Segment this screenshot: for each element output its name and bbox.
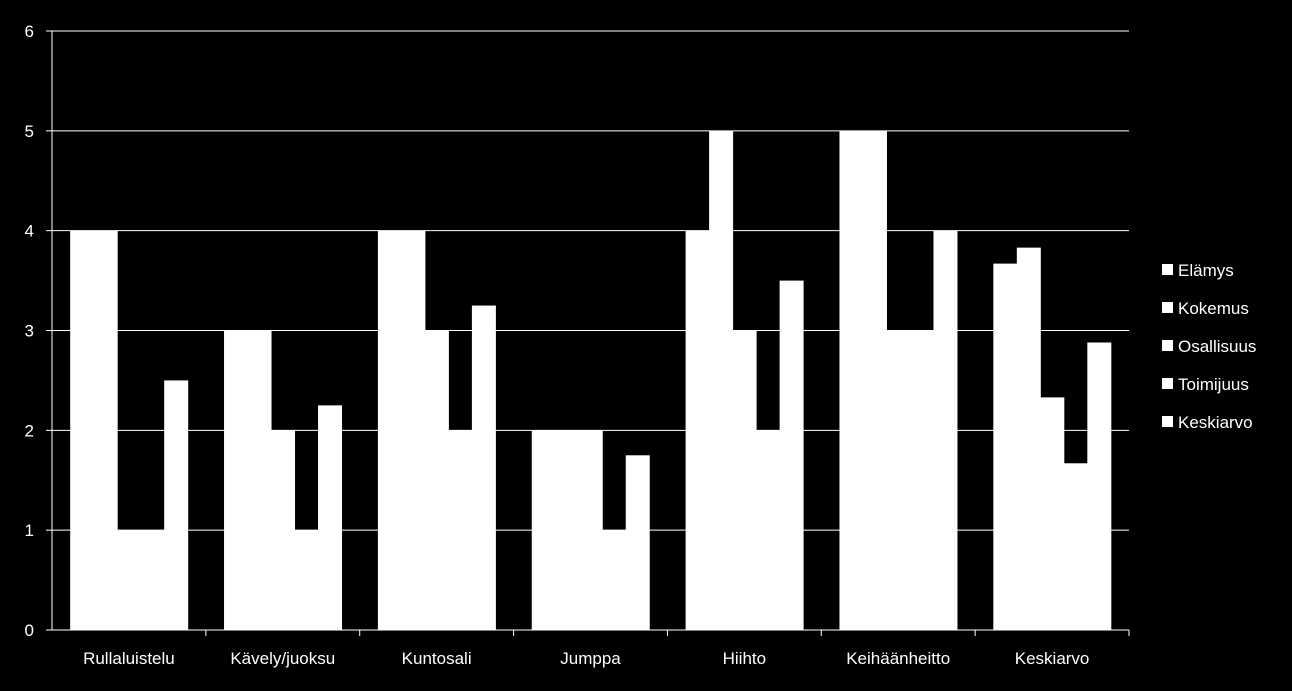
bar-kuntosali-elamys	[377, 230, 402, 630]
bar-jumppa-osallisuus	[578, 430, 603, 630]
bar-kavely-juoksu-toimijuus	[294, 530, 319, 630]
legend-label-osallisuus: Osallisuus	[1178, 337, 1256, 356]
bar-keihaanheitto-keskiarvo	[933, 230, 958, 630]
bar-kuntosali-kokemus	[401, 230, 426, 630]
bar-kavely-juoksu-osallisuus	[271, 430, 296, 630]
bar-jumppa-toimijuus	[602, 530, 627, 630]
y-axis-ticks: 0 1 2 3 4 5 6	[25, 22, 52, 640]
bar-keskiarvo-toimijuus	[1063, 463, 1088, 630]
bar-keskiarvo-keskiarvo	[1087, 342, 1112, 630]
legend-label-kokemus: Kokemus	[1178, 299, 1249, 318]
bar-kuntosali-keskiarvo	[471, 305, 496, 630]
legend-swatch-kokemus	[1162, 302, 1173, 313]
bar-keihaanheitto-elamys	[839, 130, 864, 631]
y-tick-label: 4	[25, 222, 34, 241]
x-tick-label: Rullaluistelu	[83, 649, 175, 668]
y-tick-label: 5	[25, 122, 34, 141]
bar-rullaluistelu-elamys	[70, 230, 95, 630]
bar-keskiarvo-kokemus	[1016, 247, 1041, 630]
bar-keihaanheitto-kokemus	[862, 130, 887, 631]
bar-kavely-juoksu-kokemus	[247, 330, 272, 630]
bar-rullaluistelu-kokemus	[93, 230, 118, 630]
x-tick-label: Jumppa	[560, 649, 621, 668]
x-tick-label: Kävely/juoksu	[230, 649, 335, 668]
legend-label-elamys: Elämys	[1178, 261, 1234, 280]
y-tick-label: 3	[25, 322, 34, 341]
bar-rullaluistelu-keskiarvo	[164, 380, 189, 630]
legend-label-toimijuus: Toimijuus	[1178, 375, 1249, 394]
y-tick-label: 0	[25, 621, 34, 640]
x-axis-ticks: Rullaluistelu Kävely/juoksu Kuntosali Jumpp…	[83, 630, 1130, 668]
bar-hiihto-osallisuus	[732, 330, 757, 630]
bar-keskiarvo-osallisuus	[1040, 397, 1065, 630]
bars	[70, 130, 1112, 631]
bar-jumppa-keskiarvo	[625, 455, 650, 630]
bar-rullaluistelu-toimijuus	[140, 530, 165, 630]
legend-swatch-elamys	[1162, 264, 1173, 275]
bar-kuntosali-toimijuus	[448, 430, 473, 630]
bar-jumppa-elamys	[531, 430, 556, 630]
legend-swatch-toimijuus	[1162, 378, 1173, 389]
y-tick-label: 6	[25, 22, 34, 41]
bar-kuntosali-osallisuus	[424, 330, 449, 630]
bar-jumppa-kokemus	[555, 430, 580, 630]
legend-swatch-osallisuus	[1162, 340, 1173, 351]
x-tick-label: Kuntosali	[402, 649, 472, 668]
bar-kavely-juoksu-elamys	[224, 330, 249, 630]
bar-hiihto-elamys	[685, 230, 710, 630]
x-tick-label: Hiihto	[723, 649, 766, 668]
bar-rullaluistelu-osallisuus	[117, 530, 142, 630]
legend-label-keskiarvo: Keskiarvo	[1178, 413, 1253, 432]
y-tick-label: 1	[25, 521, 34, 540]
bar-keihaanheitto-toimijuus	[909, 330, 934, 630]
bar-keihaanheitto-osallisuus	[886, 330, 911, 630]
bar-hiihto-toimijuus	[756, 430, 781, 630]
legend: Elämys Kokemus Osallisuus Toimijuus Keskiarv…	[1162, 261, 1256, 432]
bar-hiihto-keskiarvo	[779, 280, 804, 630]
bar-kavely-juoksu-keskiarvo	[318, 405, 343, 630]
y-tick-label: 2	[25, 421, 34, 440]
legend-swatch-keskiarvo	[1162, 416, 1173, 427]
bar-hiihto-kokemus	[709, 130, 734, 631]
bar-keskiarvo-elamys	[993, 263, 1018, 630]
x-tick-label: Keihäänheitto	[846, 649, 950, 668]
x-tick-label: Keskiarvo	[1015, 649, 1090, 668]
